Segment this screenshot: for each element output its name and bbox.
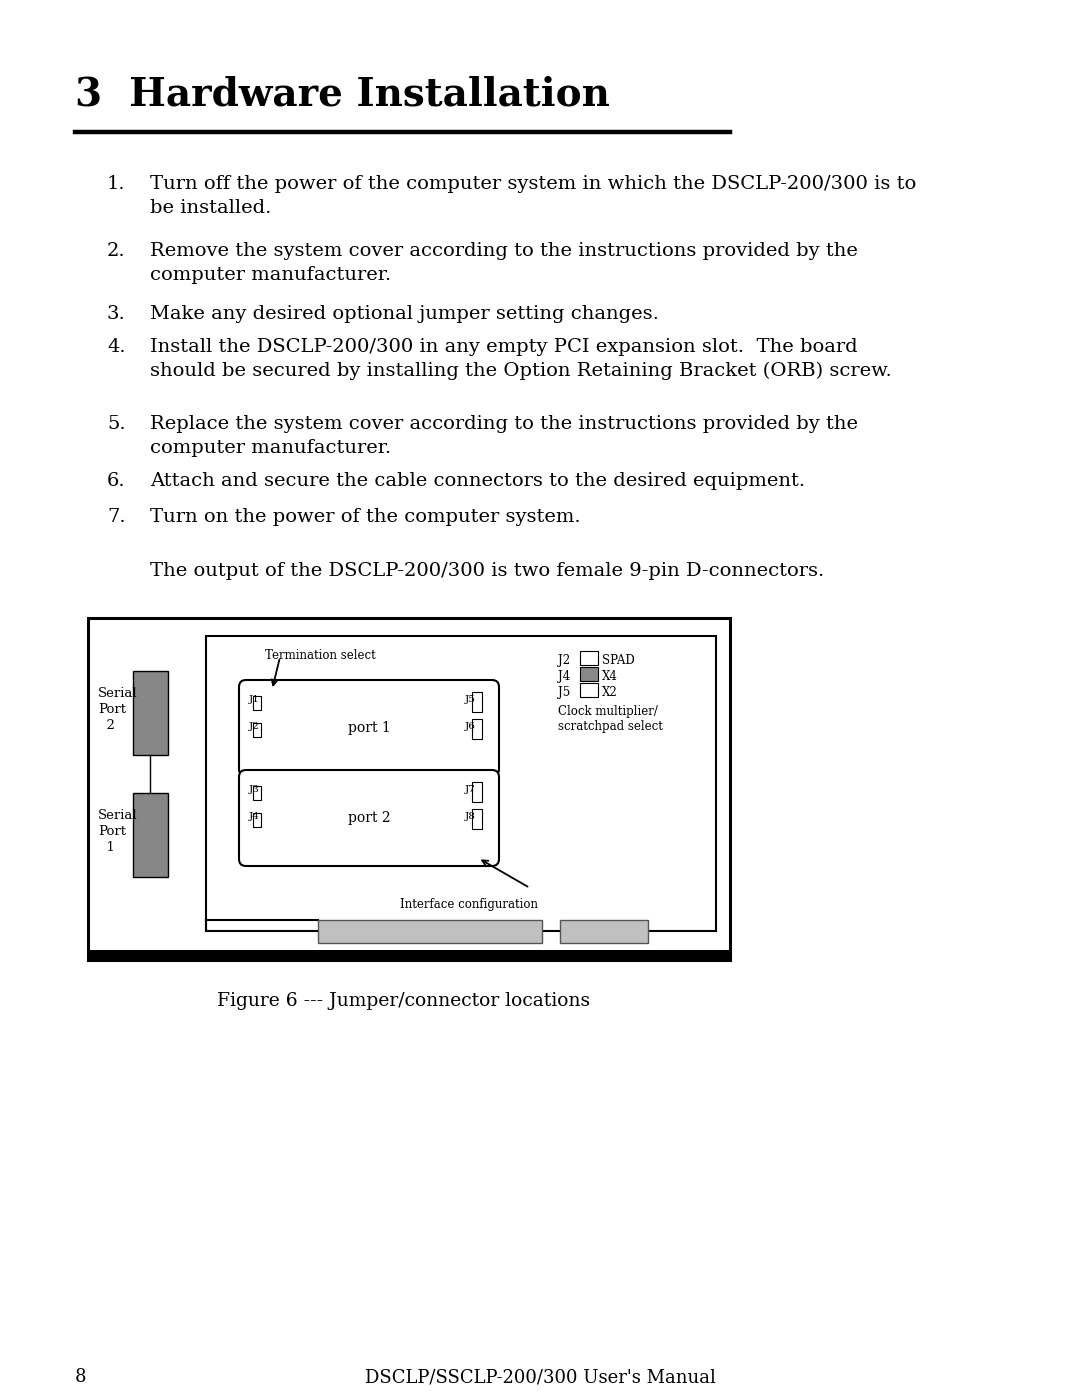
Text: Turn on the power of the computer system.: Turn on the power of the computer system… (150, 509, 581, 527)
Text: Turn off the power of the computer system in which the DSCLP-200/300 is to: Turn off the power of the computer syste… (150, 175, 916, 193)
Text: 2.: 2. (107, 242, 125, 260)
Text: J7: J7 (465, 785, 476, 793)
Text: J1: J1 (249, 694, 260, 704)
Text: J2: J2 (249, 722, 260, 731)
FancyBboxPatch shape (239, 680, 499, 775)
Text: Serial: Serial (98, 687, 137, 700)
Bar (133, 671, 168, 754)
Text: 7.: 7. (107, 509, 125, 527)
Text: computer manufacturer.: computer manufacturer. (150, 265, 391, 284)
Bar (561, 921, 648, 943)
Text: Make any desired optional jumper setting changes.: Make any desired optional jumper setting… (150, 305, 659, 323)
Bar (472, 782, 482, 802)
Text: be installed.: be installed. (150, 198, 271, 217)
Text: 6.: 6. (107, 472, 125, 490)
Bar (472, 809, 482, 828)
Bar (580, 683, 598, 697)
Bar (253, 696, 261, 710)
Bar (580, 651, 598, 665)
Bar (253, 724, 261, 738)
Text: computer manufacturer.: computer manufacturer. (150, 439, 391, 457)
Text: port 2: port 2 (348, 812, 390, 826)
Text: 8: 8 (75, 1368, 86, 1386)
Text: Figure 6 --- Jumper/connector locations: Figure 6 --- Jumper/connector locations (217, 992, 591, 1010)
Text: J5: J5 (465, 694, 476, 704)
Text: J2: J2 (558, 654, 570, 666)
Bar (253, 787, 261, 800)
Text: DSCLP/SSCLP-200/300 User's Manual: DSCLP/SSCLP-200/300 User's Manual (365, 1368, 715, 1386)
Text: Port: Port (98, 826, 126, 838)
Text: SPAD: SPAD (602, 654, 635, 666)
Text: Remove the system cover according to the instructions provided by the: Remove the system cover according to the… (150, 242, 858, 260)
Text: J4: J4 (558, 671, 570, 683)
Bar (133, 793, 168, 877)
Bar (206, 636, 716, 930)
Bar (472, 692, 482, 712)
Bar (253, 813, 261, 827)
Text: should be secured by installing the Option Retaining Bracket (ORB) screw.: should be secured by installing the Opti… (150, 362, 892, 380)
Text: Attach and secure the cable connectors to the desired equipment.: Attach and secure the cable connectors t… (150, 472, 805, 490)
Text: 4.: 4. (107, 338, 125, 356)
Bar (318, 921, 542, 943)
Text: J3: J3 (249, 785, 260, 793)
Text: Clock multiplier/: Clock multiplier/ (558, 705, 658, 718)
Text: Serial: Serial (98, 809, 137, 821)
Text: J6: J6 (465, 722, 476, 731)
Text: X4: X4 (602, 671, 618, 683)
Text: Port: Port (98, 703, 126, 717)
Text: 2: 2 (98, 719, 114, 732)
Bar (580, 666, 598, 680)
Bar (87, 617, 730, 960)
Text: port 1: port 1 (348, 721, 390, 735)
Text: 3  Hardware Installation: 3 Hardware Installation (75, 75, 610, 113)
Text: scratchpad select: scratchpad select (558, 719, 663, 733)
Text: J4: J4 (249, 812, 260, 821)
Text: Termination select: Termination select (265, 650, 376, 662)
Text: X2: X2 (602, 686, 618, 698)
Text: Interface configuration: Interface configuration (400, 898, 538, 911)
Text: Replace the system cover according to the instructions provided by the: Replace the system cover according to th… (150, 415, 858, 433)
Text: 5.: 5. (107, 415, 125, 433)
FancyBboxPatch shape (239, 770, 499, 866)
Text: Install the DSCLP-200/300 in any empty PCI expansion slot.  The board: Install the DSCLP-200/300 in any empty P… (150, 338, 858, 356)
Bar (87, 950, 730, 960)
Text: The output of the DSCLP-200/300 is two female 9-pin D-connectors.: The output of the DSCLP-200/300 is two f… (150, 562, 824, 580)
Bar (472, 719, 482, 739)
Text: 1: 1 (98, 841, 114, 854)
Text: 3.: 3. (107, 305, 125, 323)
Text: J8: J8 (465, 812, 476, 821)
Text: 1.: 1. (107, 175, 125, 193)
Text: J5: J5 (558, 686, 570, 698)
